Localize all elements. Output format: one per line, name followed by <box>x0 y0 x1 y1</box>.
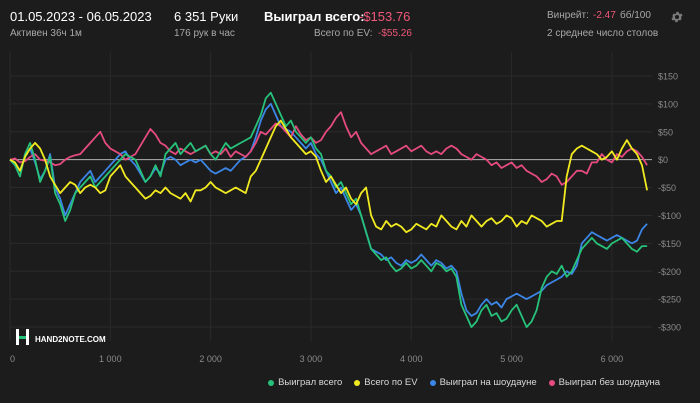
legend-dot-nonshowdown <box>548 379 555 386</box>
y-axis-labels: $150 $100 $50 $0 -$50 -$100 -$150 -$200 -$250 -$3… <box>658 71 681 332</box>
watermark-text: HAND2NOTE.COM <box>35 335 106 344</box>
x-tick-label: 0 <box>10 354 15 364</box>
winrate-value: -2.47 <box>593 10 616 21</box>
date-range: 01.05.2023 - 06.05.2023 <box>10 9 152 24</box>
x-tick-label: 6 000 <box>601 354 624 364</box>
y-tick-label: $100 <box>658 99 678 109</box>
x-axis-labels: 0 1 000 2 000 3 000 4 000 5 000 6 000 <box>10 354 623 364</box>
tables-avg: 2 среднее число столов <box>547 28 659 39</box>
legend: Выиграл всего Всего по EV Выиграл на шоу… <box>0 377 660 388</box>
legend-item-nonshowdown[interactable]: Выиграл без шоудауна <box>548 377 660 388</box>
series-showdown-line <box>9 102 648 317</box>
series-ev-line <box>9 119 648 234</box>
legend-label-showdown: Выиграл на шоудауне <box>439 377 537 388</box>
y-tick-label: -$150 <box>658 239 681 249</box>
legend-label-nonshowdown: Выиграл без шоудауна <box>558 377 660 388</box>
y-tick-label: -$100 <box>658 211 681 221</box>
gear-icon[interactable] <box>670 10 684 24</box>
x-tick-label: 2 000 <box>199 354 222 364</box>
winrate-unit: бб/100 <box>620 10 651 21</box>
active-time: Активен 36ч 1м <box>10 28 82 39</box>
grid <box>9 52 652 341</box>
hands-rate: 176 рук в час <box>174 28 235 39</box>
y-tick-label: -$300 <box>658 323 681 333</box>
legend-item-ev[interactable]: Всего по EV <box>354 377 418 388</box>
y-tick-label: $50 <box>658 127 673 137</box>
legend-dot-won <box>268 379 275 386</box>
legend-dot-ev <box>354 379 361 386</box>
ev-total-label: Всего по EV: <box>314 28 373 39</box>
legend-item-showdown[interactable]: Выиграл на шоудауне <box>429 377 537 388</box>
hand2note-logo-icon <box>16 329 29 345</box>
winrate-label: Винрейт: <box>547 10 589 21</box>
x-tick-label: 1 000 <box>99 354 122 364</box>
legend-label-won: Выиграл всего <box>278 377 343 388</box>
series-nonshowdown-line <box>9 111 648 186</box>
x-tick-label: 5 000 <box>500 354 523 364</box>
series-layer <box>9 91 648 329</box>
y-tick-label: -$200 <box>658 267 681 277</box>
watermark: HAND2NOTE.COM <box>16 329 106 345</box>
legend-label-ev: Всего по EV <box>364 377 418 388</box>
won-total-label: Выиграл всего: <box>264 9 365 24</box>
series-won-line <box>9 91 648 329</box>
y-tick-label: $0 <box>658 155 668 165</box>
y-tick-label: $150 <box>658 71 678 81</box>
x-tick-label: 3 000 <box>300 354 323 364</box>
y-tick-label: -$50 <box>658 183 676 193</box>
won-total-value: -$153.76 <box>359 9 411 24</box>
legend-item-won[interactable]: Выиграл всего <box>268 377 342 388</box>
x-tick-label: 4 000 <box>400 354 423 364</box>
hands-count: 6 351 Руки <box>174 9 239 24</box>
y-tick-label: -$250 <box>658 295 681 305</box>
ev-total-value: -$55.26 <box>378 28 412 39</box>
legend-dot-showdown <box>429 379 436 386</box>
